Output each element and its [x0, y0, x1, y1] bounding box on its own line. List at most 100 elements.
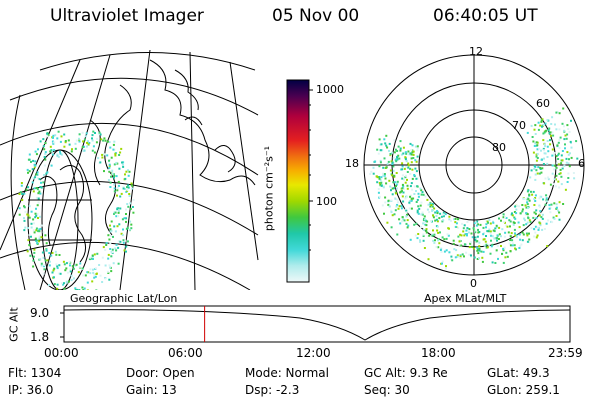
aurora-pixel: [129, 207, 132, 210]
aurora-pixel: [62, 283, 64, 286]
aurora-pixel: [510, 232, 513, 235]
mlt-label-18: 18: [345, 157, 359, 170]
aurora-pixel: [114, 230, 117, 233]
aurora-pixel: [547, 150, 550, 153]
aurora-pixel: [391, 163, 394, 165]
aurora-pixel: [123, 217, 126, 220]
aurora-pixel: [549, 143, 552, 146]
aurora-pixel: [468, 246, 471, 249]
aurora-pixel: [434, 219, 437, 222]
aurora-pixel: [96, 252, 99, 255]
aurora-pixel: [396, 155, 399, 158]
aurora-pixel: [485, 235, 487, 237]
aurora-pixel: [563, 138, 566, 141]
aurora-pixel: [445, 249, 448, 252]
aurora-pixel: [27, 227, 29, 229]
aurora-pixel: [542, 149, 545, 152]
aurora-pixel: [433, 233, 436, 236]
aurora-pixel: [526, 201, 529, 204]
aurora-pixel: [536, 226, 539, 229]
aurora-pixel: [401, 162, 404, 165]
aurora-pixel: [507, 231, 510, 234]
aurora-pixel: [39, 186, 42, 188]
aurora-pixel: [56, 137, 59, 140]
aurora-pixel: [396, 182, 399, 185]
aurora-pixel: [466, 227, 469, 230]
aurora-pixel: [82, 289, 85, 290]
aurora-pixel: [400, 190, 403, 193]
aurora-pixel: [443, 238, 446, 241]
aurora-pixel: [562, 107, 565, 110]
aurora-pixel: [525, 212, 528, 215]
aurora-pixel: [546, 119, 549, 122]
aurora-pixel: [382, 185, 385, 188]
aurora-pixel: [78, 266, 81, 269]
aurora-pixel: [99, 133, 102, 136]
aurora-pixel: [410, 197, 413, 200]
aurora-pixel: [39, 140, 42, 143]
aurora-pixel: [38, 230, 41, 233]
aurora-pixel: [125, 227, 128, 230]
aurora-pixel: [32, 265, 35, 268]
aurora-pixel: [394, 181, 397, 184]
aurora-pixel: [426, 208, 429, 211]
aurora-pixel: [415, 177, 418, 180]
aurora-pixel: [68, 280, 70, 283]
aurora-pixel: [498, 226, 501, 229]
colorbar: [286, 79, 313, 283]
aurora-pixel: [128, 195, 131, 197]
aurora-pixel: [125, 245, 128, 248]
aurora-pixel: [395, 183, 398, 186]
aurora-pixel: [560, 183, 563, 186]
timeline-xtick-0600: 06:00: [168, 346, 203, 360]
aurora-pixel: [509, 225, 511, 228]
aurora-pixel: [405, 160, 408, 163]
aurora-pixel: [376, 148, 379, 151]
aurora-pixel: [58, 264, 61, 267]
aurora-pixel: [410, 157, 413, 160]
aurora-pixel: [509, 244, 512, 247]
aurora-pixel: [539, 224, 542, 227]
aurora-pixel: [131, 184, 134, 187]
aurora-pixel: [512, 223, 515, 226]
aurora-pixel: [437, 231, 440, 234]
aurora-pixel: [519, 212, 522, 215]
aurora-pixel: [38, 190, 41, 193]
aurora-pixel: [51, 271, 54, 274]
aurora-pixel: [405, 152, 408, 155]
aurora-pixel: [523, 198, 526, 200]
aurora-pixel: [511, 212, 513, 215]
aurora-pixel: [433, 241, 436, 244]
aurora-pixel: [523, 217, 526, 220]
aurora-pixel: [34, 160, 37, 163]
aurora-pixel: [63, 282, 65, 285]
aurora-pixel: [555, 178, 557, 181]
aurora-pixel: [110, 220, 113, 223]
aurora-pixel: [407, 164, 410, 167]
aurora-pixel: [552, 134, 555, 137]
aurora-pixel: [472, 227, 475, 230]
aurora-pixel: [526, 213, 529, 216]
aurora-pixel: [412, 150, 415, 153]
aurora-pixel: [459, 257, 462, 260]
aurora-pixel: [421, 191, 424, 194]
aurora-pixel: [381, 204, 384, 207]
aurora-pixel: [552, 216, 555, 219]
aurora-pixel: [46, 259, 49, 262]
aurora-pixel: [497, 238, 500, 240]
aurora-pixel: [392, 169, 395, 172]
aurora-pixel: [558, 186, 561, 189]
aurora-pixel: [431, 209, 434, 212]
aurora-pixel: [407, 162, 410, 165]
aurora-pixel: [452, 242, 455, 245]
aurora-pixel: [485, 226, 487, 229]
aurora-pixel: [36, 213, 39, 215]
aurora-pixel: [459, 233, 462, 236]
aurora-pixel: [417, 192, 420, 195]
aurora-pixel: [558, 128, 561, 131]
aurora-pixel: [503, 235, 506, 238]
aurora-pixel: [103, 170, 105, 173]
aurora-pixel: [466, 228, 469, 231]
aurora-pixel: [414, 234, 417, 237]
aurora-pixel: [400, 153, 403, 156]
